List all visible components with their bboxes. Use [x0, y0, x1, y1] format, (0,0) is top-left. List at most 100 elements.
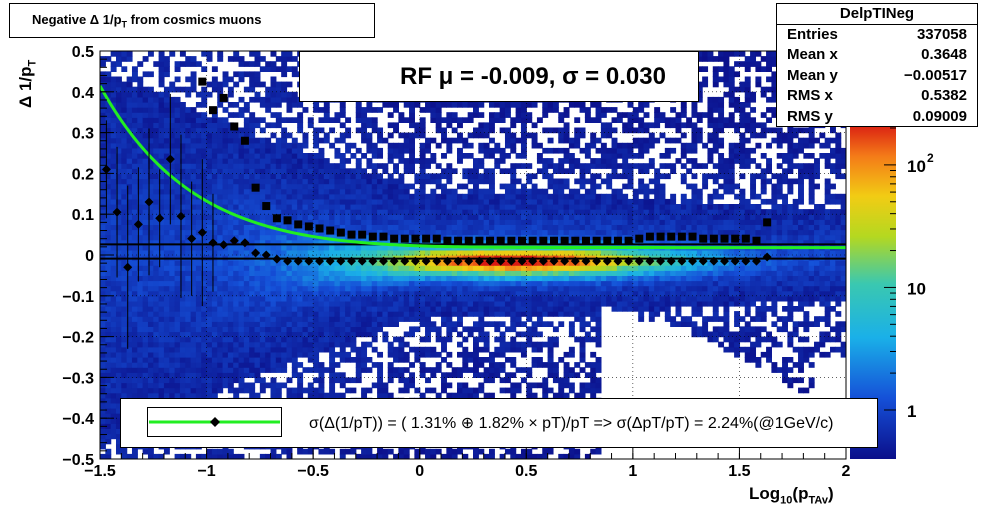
heatmap-cell: [137, 244, 144, 251]
heatmap-cell: [499, 127, 506, 134]
heatmap-cell: [142, 351, 149, 358]
heatmap-cell: [457, 193, 463, 200]
heatmap-cell: [462, 290, 469, 297]
heatmap-cell: [483, 300, 490, 307]
heatmap-cell: [430, 300, 437, 307]
heatmap-cell: [121, 290, 128, 297]
heatmap-cell: [366, 102, 373, 108]
heatmap-cell: [467, 204, 474, 210]
heatmap-cell: [238, 295, 245, 302]
heatmap-cell: [323, 188, 330, 195]
heatmap-cell: [153, 362, 160, 368]
heatmap-cell: [201, 137, 208, 144]
heatmap-cell: [238, 244, 245, 251]
heatmap-cell: [281, 300, 288, 307]
heatmap-cell: [281, 357, 288, 363]
heatmap-cell: [377, 193, 384, 200]
heatmap-cell: [137, 239, 144, 246]
heatmap-cell: [488, 351, 495, 358]
heatmap-cell: [323, 331, 330, 338]
heatmap-cell: [387, 295, 394, 302]
heatmap-cell: [504, 112, 511, 118]
heatmap-cell: [361, 122, 368, 129]
heatmap-cell: [467, 275, 474, 282]
heatmap-cell: [137, 316, 144, 322]
heatmap-cell: [339, 204, 346, 210]
heatmap-cell: [419, 158, 426, 164]
heatmap-cell: [110, 326, 117, 333]
heatmap-cell: [313, 158, 320, 164]
heatmap-cell: [131, 107, 138, 113]
heatmap-cell: [100, 428, 106, 435]
heatmap-cell: [504, 102, 511, 108]
heatmap-cell: [100, 209, 106, 215]
heatmap-cell: [201, 346, 208, 353]
heatmap-cell: [291, 260, 298, 266]
heatmap-cell: [361, 295, 368, 302]
heatmap-cell: [195, 239, 202, 246]
heatmap-cell: [297, 244, 304, 251]
heatmap-cell: [520, 346, 527, 353]
heatmap-cell: [457, 331, 463, 338]
heatmap-cell: [515, 107, 522, 113]
heatmap-cell: [131, 229, 138, 236]
heatmap-cell: [126, 234, 133, 241]
heatmap-cell: [217, 209, 224, 215]
heatmap-cell: [259, 142, 266, 149]
heatmap-cell: [243, 270, 250, 276]
heatmap-cell: [217, 214, 224, 220]
heatmap-cell: [153, 300, 160, 307]
heatmap-cell: [254, 265, 261, 271]
heatmap-cell: [403, 316, 410, 322]
heatmap-cell: [462, 382, 469, 389]
heatmap-cell: [302, 209, 309, 215]
heatmap-cell: [265, 351, 272, 358]
heatmap-cell: [281, 367, 288, 373]
heatmap-cell: [446, 300, 453, 307]
heatmap-cell: [137, 357, 144, 363]
heatmap-cell: [206, 249, 213, 256]
heatmap-cell: [100, 173, 106, 180]
heatmap-cell: [313, 351, 320, 358]
heatmap-cell: [329, 321, 336, 327]
heatmap-cell: [131, 280, 138, 287]
heatmap-cell: [510, 209, 517, 215]
heatmap-cell: [382, 387, 389, 394]
heatmap-cell: [265, 66, 272, 72]
heatmap-cell: [409, 142, 415, 149]
heatmap-cell: [339, 107, 346, 113]
heatmap-cell: [291, 387, 298, 394]
heatmap-cell: [371, 183, 378, 190]
heatmap-cell: [126, 102, 133, 108]
heatmap-cell: [201, 158, 208, 164]
heatmap-cell: [254, 198, 261, 205]
heatmap-cell: [345, 158, 352, 164]
heatmap-cell: [142, 158, 149, 164]
heatmap-cell: [366, 260, 373, 266]
heatmap-cell: [163, 153, 170, 159]
heatmap-cell: [206, 275, 213, 282]
heatmap-cell: [281, 163, 288, 169]
heatmap-cell: [414, 229, 421, 236]
heatmap-cell: [441, 290, 447, 297]
heatmap-cell: [121, 270, 128, 276]
heatmap-cell: [211, 285, 218, 292]
heatmap-cell: [488, 377, 495, 384]
heatmap-cell: [142, 382, 149, 389]
heatmap-cell: [361, 112, 368, 118]
heatmap-cell: [291, 306, 298, 312]
heatmap-cell: [158, 260, 165, 266]
heatmap-cell: [163, 219, 170, 225]
heatmap-cell: [163, 224, 170, 231]
heatmap-cell: [499, 204, 506, 210]
heatmap-cell: [361, 341, 368, 348]
heatmap-cell: [451, 295, 458, 302]
heatmap-cell: [409, 326, 415, 333]
heatmap-cell: [179, 132, 186, 139]
heatmap-cell: [217, 137, 224, 144]
heatmap-cell: [435, 311, 442, 317]
heatmap-cell: [409, 372, 415, 378]
heatmap-cell: [393, 204, 399, 210]
heatmap-cell: [414, 453, 421, 459]
heatmap-cell: [515, 224, 522, 231]
